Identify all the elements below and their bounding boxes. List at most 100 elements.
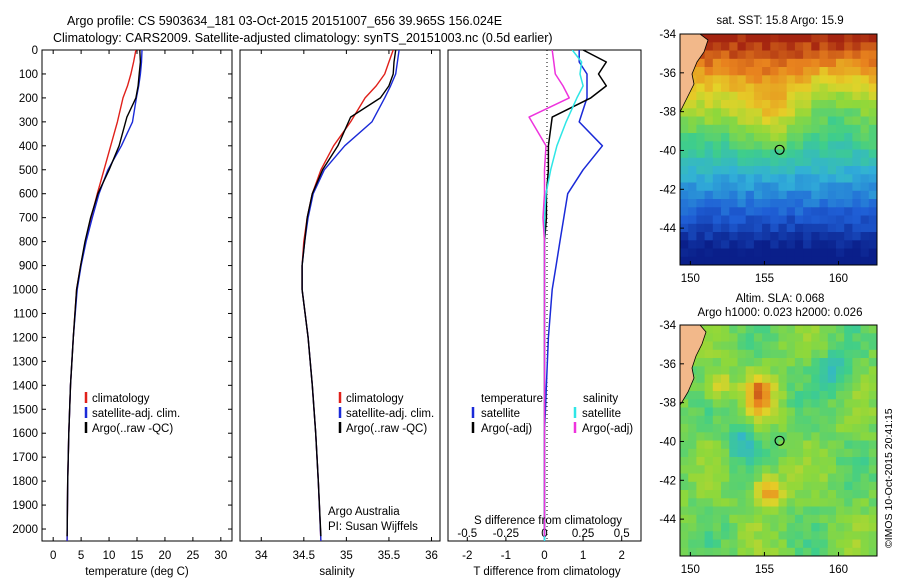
heatmap-cell: [860, 391, 870, 400]
heatmap-cell: [688, 440, 697, 450]
heatmap-cell: [811, 141, 821, 151]
heatmap-cell: [729, 490, 739, 499]
heatmap-cell: [860, 432, 870, 442]
heatmap-cell: [745, 42, 755, 52]
heatmap-cell: [852, 514, 862, 524]
heatmap-cell: [737, 149, 747, 159]
heatmap-cell: [803, 174, 812, 184]
heatmap-cell: [680, 223, 689, 233]
depth-tick-label: 1000: [12, 285, 38, 297]
depth-tick-label: 1800: [12, 476, 38, 488]
heatmap-cell: [827, 490, 837, 499]
heatmap-cell: [712, 341, 722, 351]
series-line-t-satellite: [543, 50, 604, 541]
heatmap-cell: [786, 399, 796, 409]
heatmap-cell: [712, 116, 722, 126]
heatmap-cell: [852, 124, 862, 134]
heatmap-cell: [721, 415, 730, 425]
heatmap-cell: [712, 256, 722, 265]
heatmap-cell: [786, 531, 796, 541]
heatmap-cell: [704, 83, 714, 93]
heatmap-cell: [737, 133, 747, 142]
heatmap-cell: [778, 473, 788, 483]
heatmap-cell: [794, 465, 804, 475]
heatmap-cell: [704, 248, 714, 258]
heatmap-cell: [811, 50, 821, 60]
heatmap-cell: [688, 448, 697, 458]
heatmap-cell: [729, 399, 739, 409]
heatmap-cell: [778, 67, 788, 76]
heatmap-cell: [712, 133, 722, 142]
heatmap-cell: [770, 407, 780, 417]
heatmap-cell: [803, 240, 812, 250]
heatmap-cell: [729, 415, 739, 425]
heatmap-cell: [852, 465, 862, 475]
sst-map-panel: sat. SST: 15.8 Argo: 15.9 150 155 160 -34 -3…: [659, 15, 878, 285]
heatmap-cell: [827, 256, 837, 265]
heatmap-cell: [770, 58, 780, 68]
heatmap-cell: [688, 514, 697, 524]
heatmap-cell: [729, 547, 739, 556]
heatmap-cell: [836, 531, 845, 541]
heatmap-cell: [704, 440, 714, 450]
heatmap-cell: [786, 523, 796, 532]
heatmap-cell: [762, 182, 771, 192]
heatmap-cell: [753, 358, 763, 367]
heatmap-cell: [704, 141, 714, 151]
heatmap-cell: [729, 182, 739, 192]
heatmap-cell: [844, 358, 853, 367]
heatmap-cell: [819, 124, 829, 134]
heatmap-cell: [688, 100, 697, 109]
heatmap-cell: [786, 240, 796, 250]
heatmap-cell: [819, 325, 829, 334]
heatmap-cell: [868, 256, 877, 265]
heatmap-cell: [712, 547, 722, 556]
heatmap-cell: [860, 539, 870, 549]
heatmap-cell: [680, 207, 689, 217]
heatmap-cell: [844, 531, 853, 541]
heatmap-cell: [729, 50, 739, 60]
heatmap-cell: [688, 240, 697, 250]
heatmap-cell: [819, 174, 829, 184]
heatmap-cell: [819, 415, 829, 425]
heatmap-cell: [836, 232, 845, 241]
heatmap-cell: [737, 514, 747, 524]
heatmap-cell: [819, 67, 829, 76]
heatmap-cell: [721, 116, 730, 126]
heatmap-cell: [827, 473, 837, 483]
heatmap-cell: [680, 116, 689, 126]
heatmap-cell: [712, 34, 722, 43]
heatmap-cell: [729, 382, 739, 392]
heatmap-cell: [704, 58, 714, 68]
heatmap-cell: [704, 333, 714, 343]
heatmap-cell: [778, 374, 788, 384]
heatmap-cell: [712, 391, 722, 400]
heatmap-cell: [753, 133, 763, 142]
heatmap-cell: [680, 432, 689, 442]
heatmap-cell: [745, 531, 755, 541]
heatmap-cell: [786, 424, 796, 433]
heatmap-cell: [778, 207, 788, 217]
heatmap-cell: [688, 174, 697, 184]
heatmap-cell: [745, 374, 755, 384]
heatmap-cell: [794, 481, 804, 491]
heatmap-cell: [819, 366, 829, 376]
heatmap-cell: [729, 149, 739, 159]
heatmap-cell: [688, 382, 697, 392]
heatmap-cell: [827, 157, 837, 167]
heatmap-cell: [844, 248, 853, 258]
heatmap-cell: [762, 207, 771, 217]
heatmap-cell: [688, 133, 697, 142]
heatmap-cell: [712, 325, 722, 334]
heatmap-cell: [729, 498, 739, 508]
heatmap-cell: [704, 67, 714, 76]
heatmap-cell: [770, 325, 780, 334]
heatmap-cell: [770, 531, 780, 541]
heatmap-cell: [762, 133, 771, 142]
heatmap-cell: [844, 190, 853, 200]
heatmap-cell: [786, 539, 796, 549]
heatmap-cell: [778, 440, 788, 450]
heatmap-cell: [770, 232, 780, 241]
heatmap-cell: [721, 498, 730, 508]
